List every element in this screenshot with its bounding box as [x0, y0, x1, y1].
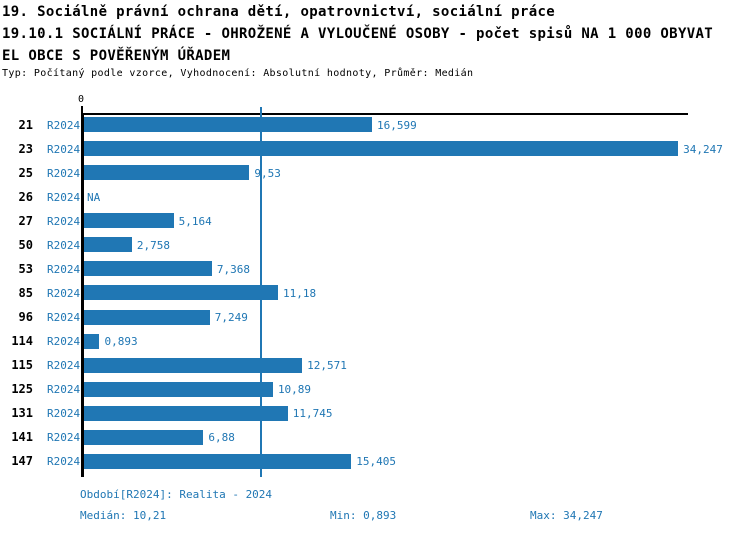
indicator-meta: Typ: Počítaný podle vzorce, Vyhodnocení:…: [2, 68, 474, 79]
bar: [84, 429, 204, 445]
value-label: 34,247: [683, 142, 723, 156]
y-axis-line: [81, 113, 84, 477]
bar: [84, 453, 352, 469]
value-label: 9,53: [254, 166, 281, 180]
value-label: 11,18: [282, 286, 317, 300]
bar: [84, 237, 132, 253]
x-axis-line: [81, 113, 688, 115]
value-label: 10,89: [277, 383, 312, 397]
row-number: 26: [18, 189, 33, 204]
row-number: 141: [11, 430, 33, 445]
series-label: R2024: [47, 238, 81, 252]
row-number: 96: [18, 310, 33, 325]
row-number: 25: [18, 165, 33, 180]
bar: [84, 141, 679, 157]
row-number: 27: [18, 213, 33, 228]
value-label: NA: [87, 190, 101, 204]
bar: [84, 285, 278, 301]
bar: [84, 357, 303, 373]
footer-max: Max: 34,247: [530, 509, 603, 522]
series-label: R2024: [47, 455, 81, 469]
value-label: 12,571: [307, 359, 347, 373]
indicator-title-line-1: 19.10.1 SOCIÁLNÍ PRÁCE - OHROŽENÉ A VYLO…: [2, 26, 714, 42]
series-label: R2024: [47, 166, 81, 180]
series-label: R2024: [47, 359, 81, 373]
row-number: 114: [11, 334, 33, 349]
series-label: R2024: [47, 431, 81, 445]
row-number: 85: [18, 285, 33, 300]
bar: [84, 165, 250, 181]
series-label: R2024: [47, 142, 81, 156]
value-label: 2,758: [136, 238, 170, 252]
row-number: 50: [18, 237, 33, 252]
bar: [84, 309, 210, 325]
footer-min: Min: 0,893: [330, 509, 397, 522]
row-number: 131: [11, 406, 33, 421]
value-label: 7,249: [214, 311, 248, 325]
series-label: R2024: [47, 286, 81, 300]
value-label: 16,599: [376, 118, 417, 132]
indicator-title-line-2: EL OBCE S POVĚŘENÝM ÚŘADEM: [2, 48, 231, 64]
row-number: 115: [11, 358, 33, 373]
row-number: 125: [11, 382, 33, 397]
series-label: R2024: [47, 407, 81, 421]
bar: [84, 213, 174, 229]
row-number: 53: [18, 261, 33, 276]
value-label: 5,164: [178, 214, 212, 228]
row-number: 21: [18, 117, 33, 132]
series-label: R2024: [47, 262, 81, 276]
value-label: 11,745: [292, 407, 333, 421]
value-label: 7,368: [216, 262, 250, 276]
x-axis-zero-tick-label: 0: [77, 94, 85, 105]
bar: [84, 381, 273, 397]
bar: [84, 117, 372, 132]
series-label: R2024: [47, 214, 81, 228]
footer-median: Medián: 10,21: [80, 509, 167, 522]
row-number: 23: [18, 141, 33, 156]
series-label: R2024: [47, 383, 81, 397]
footer-period: Období[R2024]: Realita - 2024: [80, 488, 273, 501]
value-label: 15,405: [356, 455, 397, 469]
series-label: R2024: [47, 190, 81, 204]
series-label: R2024: [47, 311, 81, 325]
report-section-title: 19. Sociálně právní ochrana dětí, opatro…: [2, 4, 556, 20]
row-number: 147: [11, 454, 33, 469]
x-axis-zero-tick: [81, 106, 83, 113]
value-label: 0,893: [104, 335, 138, 349]
bar: [84, 333, 100, 349]
series-label: R2024: [47, 118, 81, 132]
series-label: R2024: [47, 335, 81, 349]
bar: [84, 405, 288, 421]
value-label: 6,88: [208, 431, 235, 445]
bar: [84, 261, 212, 277]
